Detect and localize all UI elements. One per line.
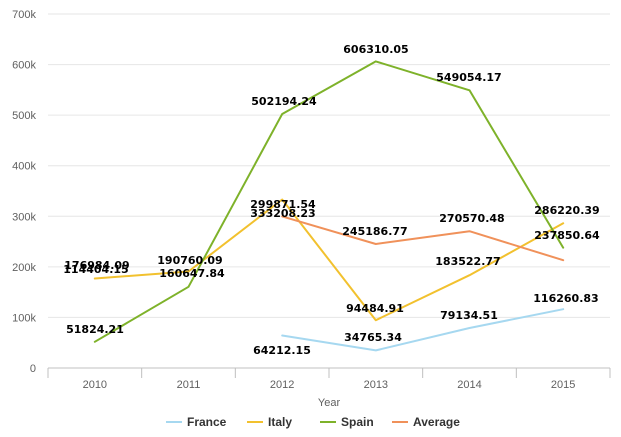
data-label-spain: 237850.64 [534, 229, 600, 242]
data-label-spain: 160647.84 [159, 267, 225, 280]
data-label-italy: 183522.77 [435, 255, 500, 268]
series-lines [93, 60, 565, 352]
series-line-italy [93, 198, 565, 322]
legend-item-france[interactable]: France [166, 415, 227, 429]
y-tick-label: 600k [12, 60, 36, 72]
gridlines [48, 13, 610, 318]
series-line-average [281, 215, 565, 262]
y-tick-label: 500k [12, 110, 36, 122]
x-axis-title: Year [318, 397, 341, 409]
legend-label: Spain [341, 415, 374, 429]
data-label-france: 64212.15 [253, 344, 311, 357]
x-tick-label: 2013 [364, 379, 388, 391]
data-label-italy: 286220.39 [534, 204, 599, 217]
data-label-spain: 51824.21 [66, 323, 124, 336]
x-tick-label: 2012 [270, 379, 294, 391]
legend-item-italy[interactable]: Italy [247, 415, 292, 429]
data-label-france: 34765.34 [344, 331, 402, 344]
x-tick-label: 2011 [177, 379, 201, 391]
data-label-average: 270570.48 [439, 212, 504, 225]
legend-label: Average [413, 415, 460, 429]
y-tick-label: 700k [12, 9, 36, 21]
series-line-spain [93, 60, 565, 343]
data-label-average: 114404.15 [63, 263, 128, 276]
axes: 0 100k 200k 300k 400k 500k 600k 700k 2010 2011 201… [12, 9, 611, 391]
data-label-italy: 176984.09 [64, 259, 129, 272]
data-label-spain: 502194.24 [251, 95, 317, 108]
series-line-france [281, 308, 565, 352]
data-label-france: 116260.83 [533, 292, 598, 305]
x-tick-label: 2015 [551, 379, 575, 391]
data-label-spain: 606310.05 [343, 43, 408, 56]
y-tick-label: 400k [12, 161, 36, 173]
data-label-italy: 94484.91 [346, 302, 404, 315]
legend-label: Italy [268, 415, 292, 429]
x-tick-label: 2010 [83, 379, 107, 391]
data-label-italy: 190760.09 [157, 254, 222, 267]
data-label-average: 245186.77 [342, 225, 407, 238]
y-tick-label: 200k [12, 262, 36, 274]
y-tick-label: 300k [12, 211, 36, 223]
data-label-italy: 333208.23 [250, 207, 315, 220]
legend-item-average[interactable]: Average [392, 415, 460, 429]
y-tick-label: 0 [30, 363, 36, 375]
data-label-average: 299871.54 [250, 198, 316, 211]
data-label-france: 79134.51 [440, 309, 498, 322]
x-tick-label: 2014 [457, 379, 481, 391]
y-tick-label: 100k [12, 312, 36, 324]
legend-item-spain[interactable]: Spain [320, 415, 374, 429]
data-label-spain: 549054.17 [436, 71, 501, 84]
legend-label: France [187, 415, 227, 429]
data-labels: 64212.15 34765.34 79134.51 116260.83 176984.… [63, 43, 600, 357]
legend: France Italy Spain Average [166, 415, 460, 429]
